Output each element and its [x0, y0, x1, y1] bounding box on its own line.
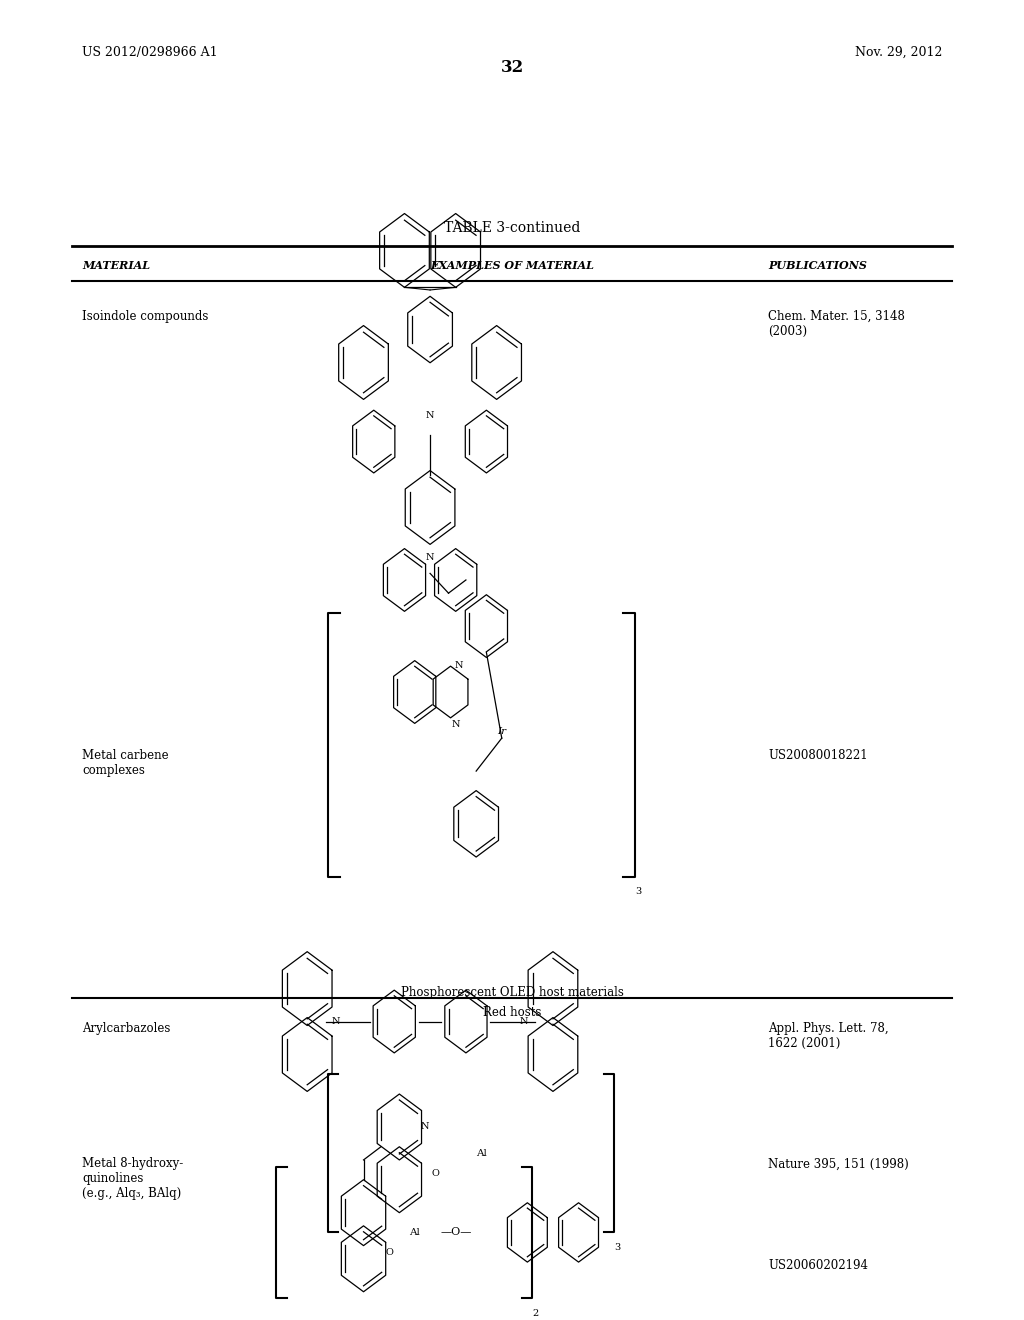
Text: Isoindole compounds: Isoindole compounds [82, 310, 208, 323]
Text: 3: 3 [614, 1243, 621, 1251]
Text: Al: Al [410, 1228, 420, 1237]
Text: N: N [520, 1016, 528, 1026]
Text: N: N [455, 661, 463, 671]
Text: Arylcarbazoles: Arylcarbazoles [82, 1022, 170, 1035]
Text: US 2012/0298966 A1: US 2012/0298966 A1 [82, 46, 217, 59]
Text: N: N [332, 1016, 340, 1026]
Text: 2: 2 [532, 1309, 539, 1317]
Text: US20060202194: US20060202194 [768, 1259, 868, 1271]
Text: Metal carbene
complexes: Metal carbene complexes [82, 748, 169, 776]
Text: Phosphorescent OLED host materials: Phosphorescent OLED host materials [400, 986, 624, 999]
Text: O: O [431, 1168, 439, 1177]
Text: Nature 395, 151 (1998): Nature 395, 151 (1998) [768, 1158, 908, 1171]
Text: EXAMPLES OF MATERIAL: EXAMPLES OF MATERIAL [430, 260, 594, 271]
Text: Ir: Ir [498, 727, 506, 737]
Text: —O—: —O— [440, 1228, 472, 1237]
Text: 32: 32 [501, 59, 523, 77]
Text: N: N [452, 721, 460, 730]
Text: Appl. Phys. Lett. 78,
1622 (2001): Appl. Phys. Lett. 78, 1622 (2001) [768, 1022, 889, 1049]
Text: Nov. 29, 2012: Nov. 29, 2012 [855, 46, 942, 59]
Text: O: O [385, 1247, 393, 1257]
Text: N: N [426, 553, 434, 562]
Text: N: N [426, 411, 434, 420]
Text: Red hosts: Red hosts [482, 1006, 542, 1019]
Text: US20080018221: US20080018221 [768, 748, 867, 762]
Text: Metal 8-hydroxy-
quinolines
(e.g., Alq₃, BAlq): Metal 8-hydroxy- quinolines (e.g., Alq₃,… [82, 1158, 183, 1200]
Text: Al: Al [476, 1148, 486, 1158]
Text: PUBLICATIONS: PUBLICATIONS [768, 260, 867, 271]
Text: 3: 3 [635, 887, 641, 896]
Text: N: N [421, 1122, 429, 1131]
Text: MATERIAL: MATERIAL [82, 260, 151, 271]
Text: TABLE 3-continued: TABLE 3-continued [443, 222, 581, 235]
Text: Chem. Mater. 15, 3148
(2003): Chem. Mater. 15, 3148 (2003) [768, 310, 905, 338]
